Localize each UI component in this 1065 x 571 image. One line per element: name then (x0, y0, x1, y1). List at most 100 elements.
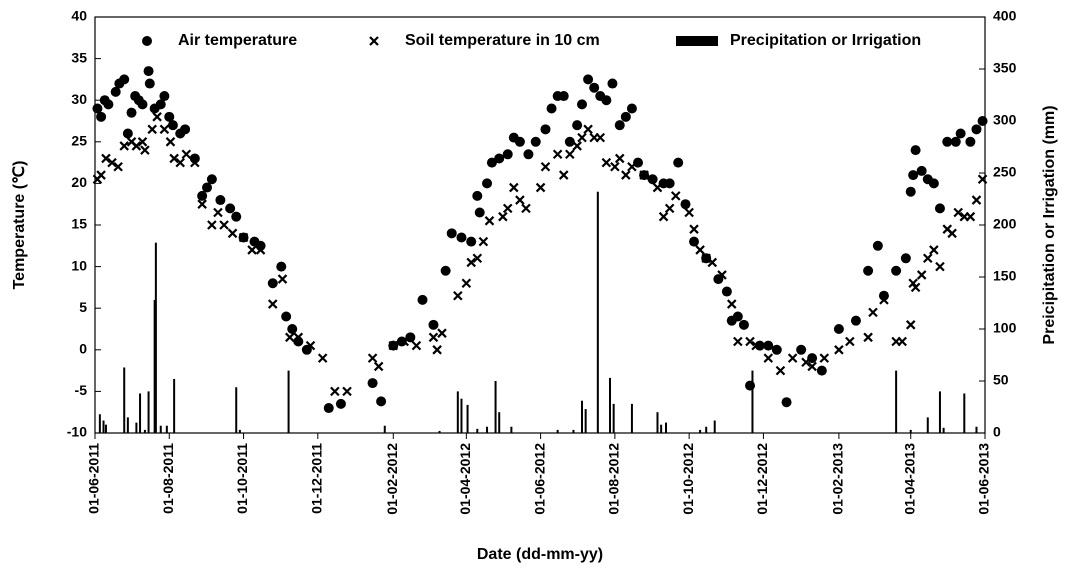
precip-bar (139, 393, 142, 433)
air-temp-point (564, 136, 575, 147)
precip-bar (572, 429, 575, 433)
soil-temp-point (922, 253, 933, 264)
air-temp-point (494, 153, 505, 164)
soil-temp-point (219, 220, 229, 230)
air-temp-point (126, 107, 137, 118)
air-temp-point (180, 124, 191, 135)
soil-temp-point (277, 274, 288, 284)
air-temp-point (589, 82, 600, 93)
soil-temp-point (935, 261, 945, 272)
air-temp-point (807, 353, 818, 364)
y2-tick-label: 50 (993, 372, 1009, 388)
air-temp-point (965, 136, 976, 147)
air-temp-point (376, 396, 387, 407)
air-temp-point (396, 336, 407, 347)
soil-temp-point (910, 282, 921, 293)
air-temp-point (103, 99, 114, 110)
soil-temp-point (929, 245, 939, 255)
air-temp-point (215, 195, 226, 206)
soil-temp-point (509, 182, 519, 193)
precip-bar (705, 426, 708, 433)
precip-bar (938, 391, 941, 433)
air-temp-point (546, 103, 557, 114)
precip-bar (287, 370, 290, 433)
precip-bar (153, 299, 156, 433)
legend-label: Precipitation or Irrigation (730, 32, 921, 49)
x-axis-title: Date (dd-mm-yy) (477, 546, 603, 563)
air-temp-point (664, 178, 675, 189)
precip-bar (383, 425, 386, 433)
air-temp-point (110, 86, 121, 97)
x-tick-label: 01-08-2011 (160, 443, 176, 514)
soil-temp-point (684, 207, 694, 218)
precip-bar (510, 426, 513, 433)
precip-bar (665, 422, 668, 433)
soil-temp-point (977, 174, 988, 185)
precip-bar (581, 400, 584, 433)
air-temp-point (530, 136, 541, 147)
soil-temp-point (137, 137, 148, 147)
air-temp-point (540, 124, 551, 135)
air-temp-point (905, 186, 916, 197)
air-temp-point (472, 190, 483, 201)
air-temp-point (908, 170, 919, 181)
soil-temp-point (247, 245, 257, 255)
soil-temp-point (897, 336, 907, 347)
air-temp-point (202, 182, 213, 193)
soil-temp-point (181, 149, 192, 160)
air-temp-point (738, 319, 749, 330)
soil-temp-point (595, 132, 606, 143)
precip-bar (173, 378, 176, 433)
x-tick-label: 01-08-2012 (606, 443, 622, 515)
air-temp-point (197, 190, 208, 201)
air-temp-point (626, 103, 637, 114)
soil-temp-point (502, 203, 513, 214)
soil-temp-point (610, 161, 620, 172)
soil-temp-point (627, 161, 637, 172)
soil-temp-point (285, 332, 295, 343)
soil-temp-point (614, 153, 625, 164)
air-temp-point (143, 66, 154, 77)
soil-temp-point (726, 299, 737, 309)
soil-temp-point (147, 124, 158, 135)
air-temp-point (763, 340, 774, 351)
soil-temp-point (763, 353, 774, 363)
soil-temp-point (373, 361, 384, 372)
air-temp-point (206, 174, 217, 185)
soil-temp-point (478, 236, 489, 247)
soil-temp-point (834, 345, 844, 355)
soil-temp-point (733, 336, 743, 347)
air-temp-point (502, 149, 513, 160)
air-temp-point (456, 232, 467, 243)
air-temp-point (281, 311, 292, 322)
precip-bar (963, 393, 966, 433)
soil-temp-point (432, 345, 442, 355)
soil-temp-point (165, 137, 176, 147)
air-temp-point (523, 149, 534, 160)
soil-temp-point (152, 112, 162, 122)
air-temp-point (955, 128, 966, 139)
soil-temp-point (367, 353, 378, 363)
soil-temp-point (652, 182, 663, 193)
soil-temp-point (664, 203, 675, 214)
precip-bar (98, 414, 101, 433)
air-temp-point (850, 315, 861, 326)
soil-temp-point (330, 386, 340, 397)
soil-temp-point (293, 332, 304, 343)
y-tick-label: 20 (71, 174, 87, 190)
air-temp-point (614, 120, 625, 131)
y2-tick-label: 350 (993, 60, 1017, 76)
x-tick-label: 01-10-2011 (234, 443, 250, 514)
precip-bar (486, 426, 489, 433)
soil-temp-point (879, 295, 889, 305)
precip-bar (456, 391, 459, 433)
precip-bar (466, 404, 469, 433)
precip-bar (154, 242, 157, 433)
precip-bar (699, 429, 702, 433)
air-temp-point (367, 378, 378, 389)
y-tick-label: -5 (75, 382, 88, 398)
soil-temp-point (868, 307, 878, 318)
soil-temp-point (113, 161, 123, 172)
air-temp-point (558, 91, 569, 102)
